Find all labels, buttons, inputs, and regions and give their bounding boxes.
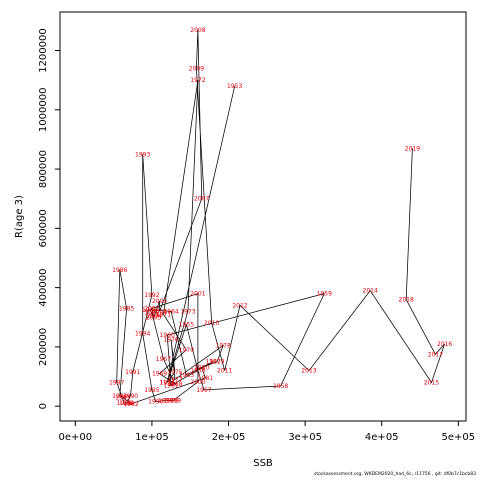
point-label-1969: 1969	[152, 371, 167, 378]
x-tick-label: 4e+05	[365, 432, 399, 443]
point-label-2017: 2017	[428, 351, 443, 358]
point-label-1963: 1963	[179, 372, 194, 379]
y-tick-label: 400000	[38, 269, 49, 307]
point-label-2005: 2005	[152, 298, 167, 305]
point-label-1955: 1955	[179, 322, 194, 329]
point-label-1966: 1966	[144, 310, 159, 317]
point-label-1992: 1992	[144, 292, 159, 299]
point-label-1990: 1990	[123, 393, 138, 400]
point-label-1954: 1954	[160, 380, 175, 387]
point-label-1953: 1953	[227, 83, 242, 90]
y-tick-label: 200000	[38, 328, 49, 366]
x-tick-label: 1e+05	[135, 432, 169, 443]
y-tick-label: 1200000	[38, 28, 49, 73]
point-label-1982: 1982	[124, 401, 139, 408]
point-label-1997: 1997	[158, 397, 173, 404]
point-label-2003: 2003	[146, 314, 161, 321]
point-label-1956: 1956	[190, 368, 205, 375]
footer-credit: stockassessment.org, WKDEM2020_had_6c, r…	[314, 472, 476, 477]
point-label-2006: 2006	[152, 308, 167, 315]
point-label-1964: 1964	[163, 308, 178, 315]
point-label-1970: 1970	[179, 347, 194, 354]
y-axis-label: R(age 3)	[14, 195, 25, 238]
point-label-1967: 1967	[156, 356, 171, 363]
point-label-1994: 1994	[135, 331, 150, 338]
y-tick-label: 1000000	[38, 88, 49, 133]
point-label-1980: 1980	[194, 365, 209, 372]
point-label-1986: 1986	[112, 267, 127, 274]
point-label-1996: 1996	[148, 399, 163, 406]
point-label-1968: 1968	[167, 381, 182, 388]
point-label-2002: 2002	[144, 305, 159, 312]
x-tick-label: 5e+05	[442, 432, 476, 443]
point-label-1965: 1965	[142, 307, 157, 314]
point-label-1972: 1972	[190, 77, 205, 84]
point-label-2010: 2010	[204, 320, 219, 327]
x-tick-label: 3e+05	[288, 432, 322, 443]
point-label-1976: 1976	[163, 337, 178, 344]
plot-frame	[59, 11, 467, 422]
point-label-2013: 2013	[301, 368, 316, 375]
point-label-1979: 1979	[209, 359, 224, 366]
point-label-1984: 1984	[112, 393, 127, 400]
point-label-2008: 2008	[190, 27, 205, 34]
point-label-2012: 2012	[232, 302, 247, 309]
point-label-1975: 1975	[167, 369, 182, 376]
y-tick-label: 800000	[38, 150, 49, 188]
point-label-2015: 2015	[424, 380, 439, 387]
series-layer	[116, 29, 445, 405]
point-label-1961: 1961	[163, 382, 178, 389]
point-label-1987: 1987	[109, 380, 124, 387]
point-label-1977: 1977	[167, 377, 182, 384]
point-labels-layer: 1953 1954 1955 1956 1957 1958 1959 1960 1961 1962…	[109, 27, 452, 408]
point-label-1957: 1957	[196, 387, 211, 394]
point-label-2016: 2016	[437, 341, 452, 348]
point-label-1958: 1958	[273, 383, 288, 390]
point-label-2001: 2001	[190, 291, 205, 298]
point-label-1978: 1978	[216, 342, 231, 349]
point-label-1974: 1974	[160, 380, 175, 387]
point-label-1991: 1991	[125, 369, 140, 376]
point-label-1999: 1999	[166, 397, 181, 404]
point-label-1985: 1985	[119, 305, 134, 312]
x-tick-label: 2e+05	[212, 432, 246, 443]
point-label-2004: 2004	[147, 313, 162, 320]
point-label-2019: 2019	[405, 145, 420, 152]
point-label-1971: 1971	[156, 311, 171, 318]
point-label-2009: 2009	[189, 65, 204, 72]
x-tick-label: 0e+00	[59, 432, 93, 443]
x-axis: 0e+00 1e+05 2e+05 3e+05 4e+05 5e+05	[59, 421, 476, 443]
point-label-2000: 2000	[190, 379, 205, 386]
x-axis-label: SSB	[253, 458, 273, 469]
point-label-2007: 2007	[194, 196, 209, 203]
point-label-1995: 1995	[144, 387, 159, 394]
point-label-1983: 1983	[115, 394, 130, 401]
point-label-1960: 1960	[160, 332, 175, 339]
point-label-1959: 1959	[317, 291, 332, 298]
y-tick-label: 0	[38, 403, 49, 409]
point-label-1981: 1981	[198, 375, 213, 382]
y-tick-label: 600000	[38, 209, 49, 247]
point-label-1973: 1973	[180, 308, 195, 315]
point-label-1988: 1988	[117, 400, 132, 407]
point-label-2018: 2018	[399, 297, 414, 304]
point-label-1993: 1993	[135, 151, 150, 158]
y-axis: 0 200000 400000 600000 800000 1000000 1200000	[38, 28, 60, 409]
series-line	[116, 29, 445, 405]
point-label-2014: 2014	[363, 288, 378, 295]
point-label-1989: 1989	[119, 400, 134, 407]
point-label-1962: 1962	[206, 359, 221, 366]
point-label-1998: 1998	[163, 397, 178, 404]
point-label-2011: 2011	[217, 368, 232, 375]
